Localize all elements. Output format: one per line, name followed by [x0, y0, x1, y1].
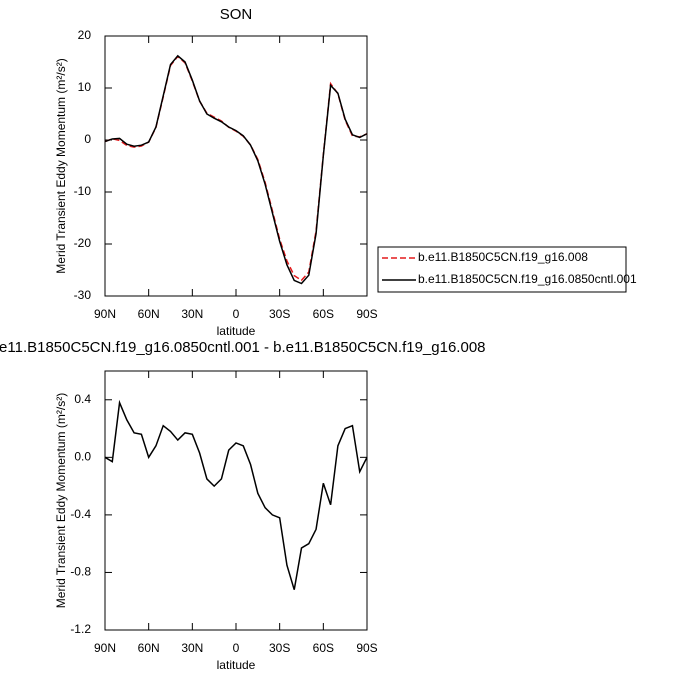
y-tick-label: -0.8: [70, 565, 91, 579]
y-tick-label: 0.0: [74, 450, 91, 464]
x-tick-label: 0: [233, 641, 240, 655]
x-tick-label: 60S: [313, 641, 334, 655]
y-tick-label: -10: [74, 184, 92, 198]
y-tick-label: 10: [78, 80, 92, 94]
y-tick-label: 20: [78, 28, 92, 42]
y-tick-label: -1.2: [70, 622, 91, 636]
x-tick-label: 60N: [138, 641, 160, 655]
x-tick-label: 90N: [94, 641, 116, 655]
x-tick-label: 30S: [269, 641, 290, 655]
y-tick-label: 0: [84, 132, 91, 146]
x-tick-label: 30S: [269, 307, 290, 321]
x-tick-label: 30N: [181, 641, 203, 655]
line-series: [104, 399, 368, 590]
x-tick-label: 90S: [356, 307, 377, 321]
legend-label: b.e11.B1850C5CN.f19_g16.0850cntl.001: [418, 272, 637, 286]
x-axis-label: latitude: [217, 324, 256, 338]
plot-frame: [104, 370, 368, 631]
legend-label: b.e11.B1850C5CN.f19_g16.008: [418, 250, 588, 264]
x-tick-label: 0: [233, 307, 240, 321]
x-tick-label: 60S: [313, 307, 334, 321]
x-tick-label: 90S: [356, 641, 377, 655]
legend-box: [377, 246, 627, 293]
y-axis-label: Merid Transient Eddy Momentum (m²/s²): [54, 58, 68, 273]
chart-title: SON: [220, 6, 253, 23]
y-tick-label: -30: [74, 288, 92, 302]
y-axis-label: Merid Transient Eddy Momentum (m²/s²): [54, 393, 68, 608]
x-tick-label: 30N: [181, 307, 203, 321]
chart-title: b.e11.B1850C5CN.f19_g16.0850cntl.001 - b…: [0, 339, 485, 356]
line-series: [104, 55, 368, 282]
x-tick-label: 60N: [138, 307, 160, 321]
y-tick-label: -20: [74, 236, 92, 250]
y-tick-label: 0.4: [74, 392, 91, 406]
legend: b.e11.B1850C5CN.f19_g16.008 b.e11.B1850C5…: [377, 246, 637, 293]
line-series: [104, 54, 368, 285]
plot-frame: [104, 35, 368, 297]
x-tick-label: 90N: [94, 307, 116, 321]
x-axis-label: latitude: [217, 658, 256, 672]
y-tick-label: -0.4: [70, 507, 91, 521]
